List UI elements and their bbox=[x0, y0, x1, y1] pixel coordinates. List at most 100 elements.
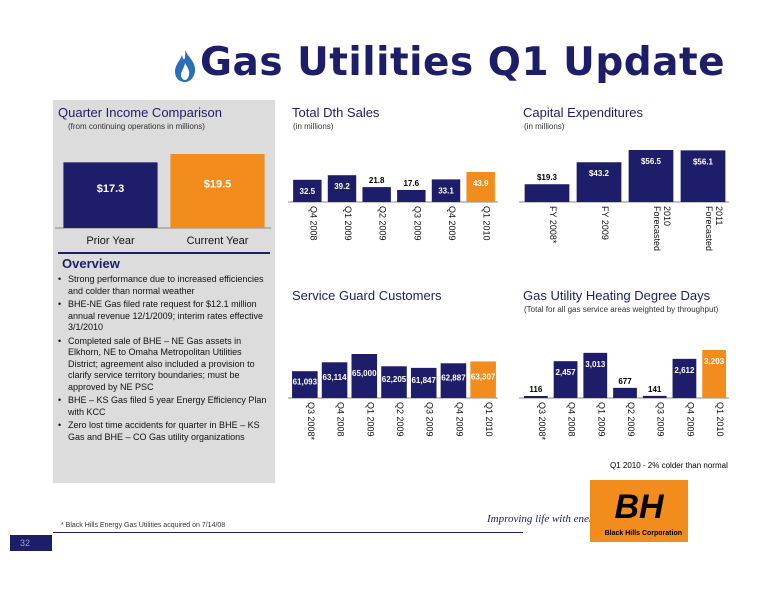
data-label: 141 bbox=[648, 385, 662, 394]
bar bbox=[293, 179, 322, 202]
category-label: Q4 2009 bbox=[447, 206, 457, 241]
overview-bullet: Strong performance due to increased effi… bbox=[58, 274, 272, 297]
data-label: 33.1 bbox=[438, 186, 454, 195]
logo-text: Black Hills Corporation bbox=[604, 530, 682, 537]
data-label: $56.1 bbox=[693, 157, 714, 166]
category-label: Q2 2009 bbox=[395, 402, 405, 437]
capex-title: Capital Expenditures bbox=[523, 105, 643, 120]
data-label: 61,093 bbox=[293, 378, 318, 387]
footer-rule bbox=[53, 532, 523, 533]
overview-bullet: Completed sale of BHE – NE Gas assets in… bbox=[58, 336, 272, 394]
bar bbox=[397, 189, 426, 202]
bar bbox=[170, 154, 265, 228]
data-label: $19.5 bbox=[204, 178, 232, 190]
data-label: 62,887 bbox=[441, 374, 466, 383]
category-label: Q1 2010 bbox=[482, 206, 492, 241]
overview-bullet: BHE-NE Gas filed rate request for $12.1 … bbox=[58, 299, 272, 334]
overview-bullet: BHE – KS Gas filed 5 year Energy Efficie… bbox=[58, 395, 272, 418]
data-label: $43.2 bbox=[589, 169, 610, 178]
page-title: Gas Utilities Q1 Update bbox=[200, 40, 726, 85]
category-label: Current Year bbox=[187, 235, 249, 247]
data-label: 63,307 bbox=[471, 373, 496, 382]
bar bbox=[292, 371, 318, 398]
data-label: 3,203 bbox=[704, 357, 725, 366]
bar bbox=[63, 162, 158, 228]
total-dth-subtitle: (in millions) bbox=[293, 122, 334, 131]
data-label: 62,205 bbox=[382, 375, 407, 384]
category-label: Q4 2008 bbox=[336, 402, 346, 437]
category-label: Prior Year bbox=[86, 235, 135, 247]
bh-logo-mark: BH bbox=[614, 488, 665, 526]
capex-chart: $19.3 FY 2008* $43.2 FY 2009 $56.5 Forecasted… bbox=[519, 150, 729, 251]
data-label: 116 bbox=[529, 385, 542, 394]
category-label: Forecasted2011 bbox=[704, 206, 724, 251]
category-label: FY 2008* bbox=[548, 206, 558, 244]
bar bbox=[410, 367, 437, 398]
category-label: Q2 2009 bbox=[626, 402, 636, 437]
bar bbox=[466, 172, 495, 202]
bar bbox=[523, 396, 548, 398]
data-label: 61,847 bbox=[411, 376, 436, 385]
category-label: Q4 2008 bbox=[308, 206, 318, 241]
category-label: Q4 2009 bbox=[454, 402, 464, 437]
total-dth-title: Total Dth Sales bbox=[292, 105, 380, 120]
bar bbox=[553, 361, 578, 398]
bar bbox=[702, 350, 727, 398]
data-label: 2,612 bbox=[674, 366, 695, 375]
data-label: 63,114 bbox=[323, 373, 348, 382]
data-label: 17.6 bbox=[404, 179, 420, 188]
category-label: Q3 2009 bbox=[425, 402, 435, 437]
service-guard-chart: 61,093 Q3 2008* 63,114 Q4 2008 65,000 Q1 2009… bbox=[288, 354, 498, 441]
heating-dd-title: Gas Utility Heating Degree Days bbox=[523, 288, 711, 303]
gas-flame-icon bbox=[175, 50, 196, 82]
bar bbox=[440, 363, 467, 398]
category-label: Q1 2009 bbox=[596, 402, 606, 437]
quarter-income-chart: $17.3 Prior Year $19.5 Current Year bbox=[55, 154, 271, 247]
category-label: Q1 2009 bbox=[343, 206, 353, 241]
bar bbox=[576, 162, 622, 202]
bar bbox=[642, 395, 667, 398]
category-label: Q3 2009 bbox=[656, 402, 666, 437]
heating-dd-subtitle: (Total for all gas service areas weighte… bbox=[524, 305, 719, 314]
data-label: 3,013 bbox=[585, 360, 606, 369]
overview-bullet: Zero lost time accidents for quarter in … bbox=[58, 420, 272, 443]
category-label: Q1 2010 bbox=[715, 402, 725, 437]
category-label: Q3 2009 bbox=[412, 206, 422, 241]
quarter-income-title: Quarter Income Comparison bbox=[58, 105, 223, 120]
tagline: Improving life with energy bbox=[487, 513, 604, 525]
overview-divider bbox=[58, 252, 270, 254]
bar bbox=[362, 187, 391, 202]
data-label: 677 bbox=[618, 377, 632, 386]
data-label: $56.5 bbox=[641, 157, 662, 166]
category-label: Q4 2008 bbox=[567, 402, 577, 437]
data-label: 32.5 bbox=[300, 187, 316, 196]
company-logo: BH bbox=[590, 480, 688, 542]
category-label: Forecasted2010 bbox=[652, 206, 672, 251]
category-label: Q1 2010 bbox=[484, 402, 494, 437]
bar bbox=[351, 354, 378, 398]
category-label: FY 2009 bbox=[600, 206, 610, 240]
overview-list: Strong performance due to increased effi… bbox=[58, 274, 272, 445]
data-label: $17.3 bbox=[97, 183, 125, 195]
bar bbox=[431, 179, 461, 202]
category-label: Q2 2009 bbox=[378, 206, 388, 241]
category-label: Q4 2009 bbox=[685, 402, 695, 437]
bar bbox=[470, 361, 496, 398]
logo-mark-text: BH bbox=[614, 488, 665, 526]
data-label: 39.2 bbox=[334, 182, 350, 191]
page-number: 32 bbox=[10, 535, 52, 551]
total-dth-chart: 32.5 Q4 2008 39.2 Q1 2009 21.8 Q2 2009 17.6 Q3 … bbox=[288, 172, 498, 241]
data-label: 43.9 bbox=[473, 179, 489, 188]
bar bbox=[613, 387, 637, 398]
bar bbox=[680, 150, 726, 202]
bar bbox=[327, 175, 357, 202]
bar bbox=[381, 366, 407, 398]
capex-subtitle: (in millions) bbox=[524, 122, 565, 131]
category-label: Q3 2008* bbox=[537, 402, 547, 441]
bar bbox=[672, 358, 697, 398]
heating-dd-chart: 116 Q3 2008* 2,457 Q4 2008 3,013 Q1 2009 677 Q2… bbox=[519, 350, 729, 441]
data-label: 65,000 bbox=[352, 369, 377, 378]
overview-title: Overview bbox=[62, 256, 120, 271]
bar bbox=[583, 352, 608, 398]
bar bbox=[628, 150, 674, 202]
